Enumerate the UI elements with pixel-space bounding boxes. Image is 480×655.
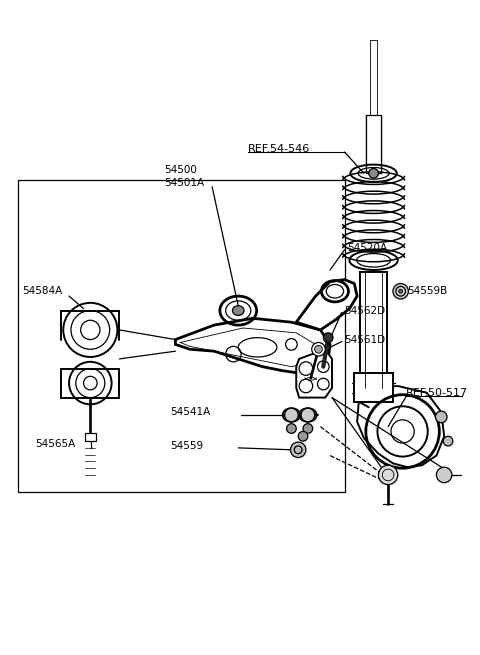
Circle shape — [443, 436, 453, 446]
Circle shape — [290, 442, 306, 458]
Text: REF.50-517: REF.50-517 — [406, 388, 468, 398]
Text: 54565A: 54565A — [35, 439, 75, 449]
Circle shape — [285, 408, 298, 422]
Circle shape — [287, 424, 296, 434]
Circle shape — [314, 345, 323, 353]
Bar — [84, 434, 96, 441]
Circle shape — [298, 432, 308, 441]
Text: 54562D: 54562D — [345, 306, 386, 316]
Text: 54541A: 54541A — [170, 407, 211, 417]
Polygon shape — [296, 349, 332, 398]
Text: 54520A: 54520A — [348, 243, 388, 253]
Text: 54584A: 54584A — [23, 286, 63, 296]
Text: 54561D: 54561D — [345, 335, 386, 345]
Text: REF.54-546: REF.54-546 — [248, 144, 310, 154]
Circle shape — [312, 343, 325, 356]
Bar — [18, 180, 345, 493]
Circle shape — [301, 408, 314, 422]
Circle shape — [436, 467, 452, 483]
Bar — [360, 272, 387, 388]
Bar — [366, 115, 381, 174]
Polygon shape — [296, 280, 357, 330]
Circle shape — [324, 333, 333, 343]
Text: 54559B: 54559B — [408, 286, 448, 296]
Ellipse shape — [232, 306, 244, 316]
Polygon shape — [175, 318, 330, 373]
Circle shape — [303, 424, 312, 434]
Ellipse shape — [369, 168, 378, 178]
Circle shape — [399, 290, 403, 293]
Circle shape — [435, 411, 447, 422]
Bar — [354, 373, 393, 402]
Circle shape — [393, 284, 408, 299]
Polygon shape — [357, 386, 444, 467]
Text: 54500: 54500 — [164, 166, 197, 176]
Text: 54559: 54559 — [170, 441, 204, 451]
Circle shape — [378, 465, 398, 485]
Text: 54501A: 54501A — [164, 178, 204, 188]
